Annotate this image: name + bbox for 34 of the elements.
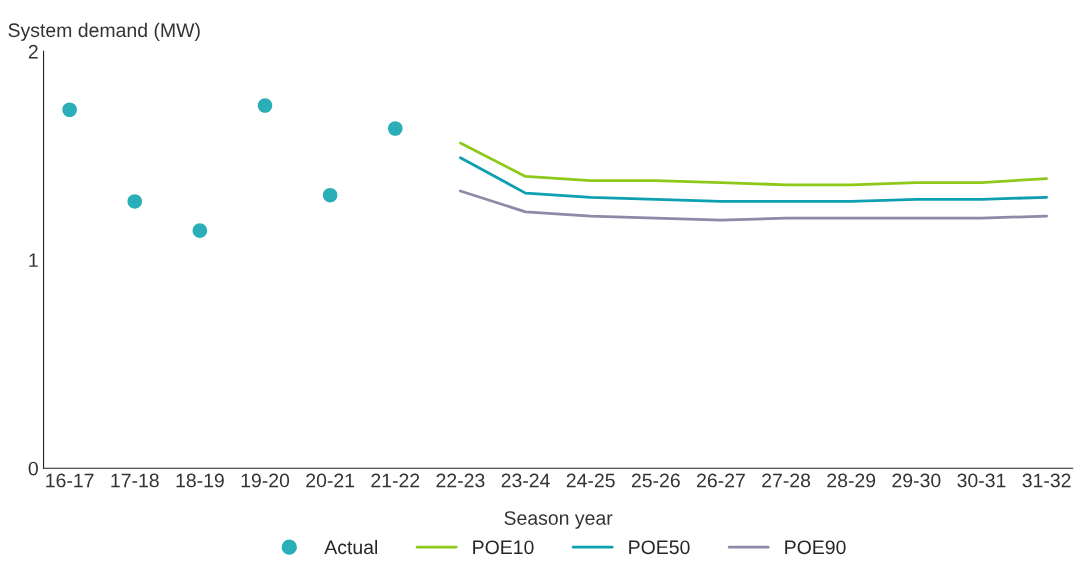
x-axis-title: Season year — [504, 511, 613, 529]
y-tick-label: 0 — [28, 461, 38, 476]
x-tick-label: 19-20 — [241, 473, 290, 488]
x-tick-label: 25-26 — [631, 473, 680, 488]
x-tick-label: 17-18 — [111, 473, 159, 488]
x-tick-label: 26-27 — [697, 473, 745, 488]
x-tick-label: 21-22 — [371, 473, 420, 488]
point — [192, 223, 208, 238]
legend-label: POE50 — [629, 540, 690, 555]
line-series — [459, 156, 1048, 203]
legend-label: POE10 — [473, 540, 534, 555]
x-tick-label: 31-32 — [1022, 473, 1071, 488]
x-tick-label: 18-19 — [176, 473, 224, 488]
point — [388, 121, 403, 136]
x-tick-label: 30-31 — [957, 473, 1006, 488]
x-tick-label: 24-25 — [566, 473, 615, 488]
legend-label: Actual — [324, 539, 378, 555]
y-tick-label: 2 — [28, 44, 38, 59]
y-tick-label: 1 — [29, 253, 38, 267]
line-series — [459, 141, 1048, 187]
point — [257, 98, 273, 113]
point — [127, 194, 143, 209]
y-axis-title: System demand (MW) — [8, 22, 200, 41]
x-tick-label: 22-23 — [436, 473, 485, 488]
x-tick-label: 16-17 — [46, 473, 94, 488]
x-tick-label: 20-21 — [306, 473, 355, 488]
point — [322, 187, 338, 203]
line-series — [459, 189, 1048, 222]
x-tick-label: 23-24 — [501, 473, 550, 488]
legend-label: POE90 — [785, 540, 846, 555]
x-tick-label: 28-29 — [827, 473, 876, 488]
x-tick-label: 27-28 — [762, 473, 811, 488]
x-tick-label: 29-30 — [892, 473, 941, 488]
point — [62, 102, 77, 118]
